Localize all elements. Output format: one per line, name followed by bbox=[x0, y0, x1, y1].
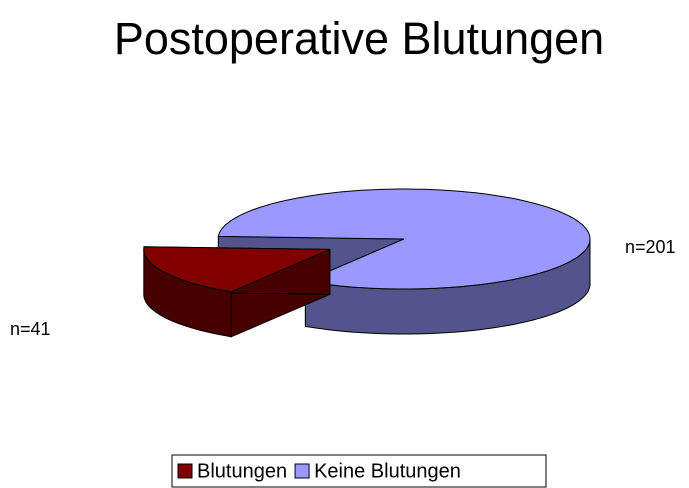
pie-slice bbox=[143, 246, 331, 338]
legend-box bbox=[171, 454, 547, 488]
legend-label: Keine Blutungen bbox=[314, 460, 461, 482]
slice-top bbox=[217, 188, 591, 290]
data-label: n=201 bbox=[625, 237, 676, 257]
legend-swatch bbox=[177, 463, 193, 479]
legend-swatch bbox=[294, 463, 310, 479]
chart-title: Postoperative Blutungen bbox=[114, 13, 604, 64]
legend-label: Blutungen bbox=[197, 460, 287, 482]
data-label: n=41 bbox=[10, 319, 51, 339]
slice-top bbox=[143, 246, 330, 293]
legend: Blutungen Keine Blutungen bbox=[171, 454, 547, 488]
